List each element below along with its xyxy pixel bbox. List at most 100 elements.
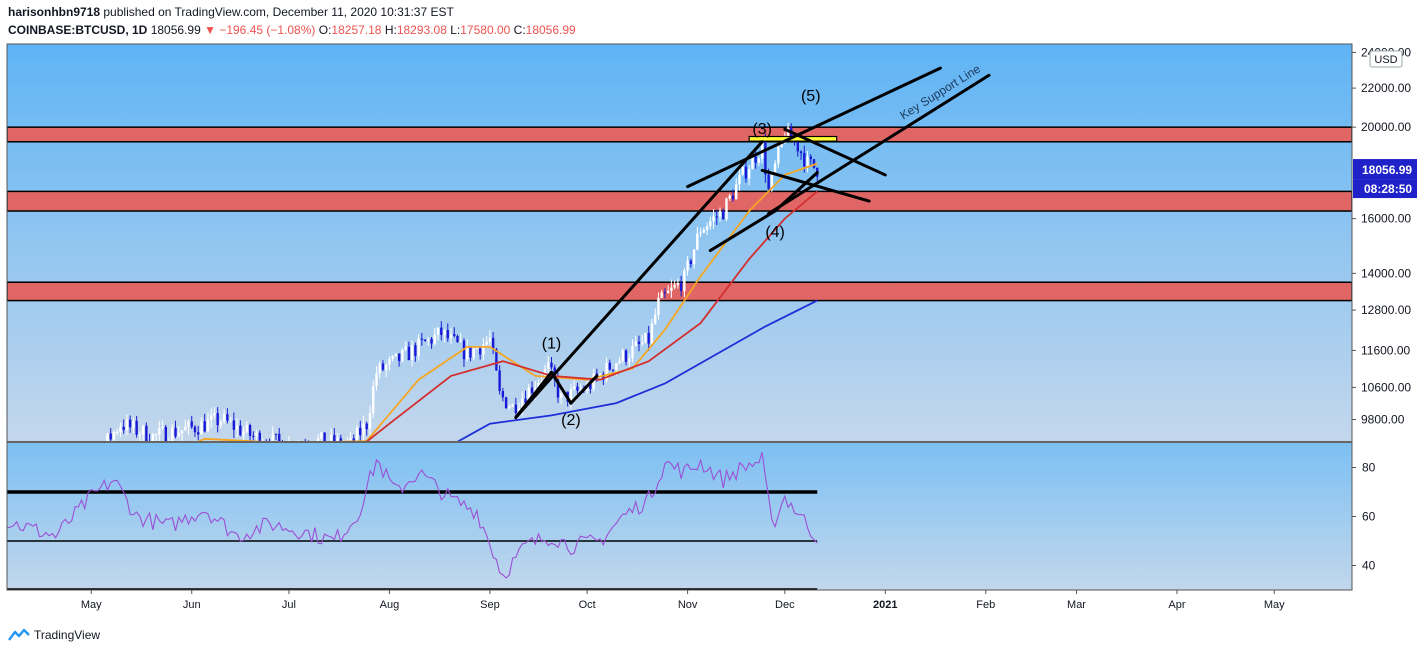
- candle-body: [125, 419, 129, 430]
- moving-average-3[interactable]: [435, 299, 818, 455]
- trend-line-4[interactable]: [708, 209, 777, 253]
- candle-body: [391, 356, 394, 359]
- rsi-tick-label: 80: [1362, 461, 1376, 475]
- trend-line-2[interactable]: [514, 140, 764, 419]
- candle-body: [456, 335, 459, 343]
- candle-body: [650, 323, 654, 344]
- resistance-zone-1[interactable]: [7, 126, 1352, 143]
- candle-body: [760, 141, 764, 159]
- currency-button[interactable]: [1369, 50, 1403, 68]
- candle-body: [689, 260, 693, 265]
- candle-body: [177, 433, 180, 437]
- trend-line-9[interactable]: [549, 370, 573, 405]
- candle-body: [141, 425, 145, 435]
- resistance-zone-3[interactable]: [7, 281, 1352, 302]
- trend-line-8[interactable]: [514, 370, 553, 419]
- candle-body: [362, 423, 365, 436]
- candle-body: [401, 349, 404, 361]
- candle-body: [329, 435, 333, 441]
- candle-body: [501, 391, 505, 398]
- wave-label-1: (1): [542, 335, 562, 352]
- symbol-name[interactable]: COINBASE:BTCUSD, 1D: [8, 23, 148, 37]
- time-tick-label: 2021: [873, 599, 897, 611]
- trend-line-10[interactable]: [569, 374, 599, 405]
- candle-body: [537, 383, 540, 389]
- candle-body: [239, 425, 242, 436]
- candle-body: [449, 334, 453, 339]
- candle-body: [624, 350, 628, 362]
- candle-body: [683, 270, 686, 292]
- moving-average-2[interactable]: [351, 190, 818, 454]
- candle-body: [514, 404, 518, 414]
- candle-body: [235, 425, 239, 430]
- candle-body: [440, 327, 443, 335]
- rsi-line[interactable]: [7, 452, 818, 579]
- time-tick-label: Jul: [282, 599, 296, 611]
- candle-body: [151, 434, 155, 441]
- time-tick-label: Dec: [775, 599, 795, 611]
- countdown-label: 08:28:50: [1364, 182, 1412, 196]
- candle-body: [767, 174, 770, 190]
- rsi-pane-background: [7, 443, 1352, 590]
- candle-body: [352, 438, 355, 441]
- last-price-label: 18056.99: [1362, 163, 1412, 177]
- open-value: 18257.18: [331, 23, 382, 37]
- candle-body: [731, 195, 735, 200]
- candle-body: [359, 427, 362, 436]
- rsi-tick-label: 40: [1362, 559, 1376, 573]
- price-tick-label: 22000.00: [1361, 81, 1411, 95]
- candle-body: [219, 421, 223, 426]
- footer-brand[interactable]: TradingView: [34, 628, 101, 642]
- candle-body: [320, 432, 323, 439]
- candle-body: [466, 347, 469, 360]
- moving-average-1[interactable]: [159, 162, 818, 459]
- trend-line-7[interactable]: [783, 127, 887, 177]
- candle-body: [605, 362, 608, 380]
- candle-body: [187, 421, 190, 427]
- candle-body: [115, 431, 119, 433]
- trend-line-5[interactable]: [773, 171, 819, 213]
- candle-body: [433, 334, 437, 344]
- candle-body: [686, 260, 689, 271]
- candle-body: [255, 432, 258, 437]
- candle-body: [741, 166, 744, 175]
- price-tick-label: 20000.00: [1361, 120, 1411, 134]
- candle-body: [631, 345, 634, 359]
- candle-body: [718, 210, 722, 217]
- price-tick-label: 9800.00: [1361, 413, 1405, 427]
- change-value: −196.45 (−1.08%): [219, 23, 316, 37]
- candle-body: [576, 386, 579, 391]
- candle-body: [699, 232, 702, 234]
- candle-body: [180, 430, 184, 434]
- trend-line-1[interactable]: [686, 66, 942, 189]
- candle-body: [803, 152, 806, 167]
- candle-body: [660, 292, 663, 299]
- candle-body: [504, 397, 508, 409]
- time-tick-label: Jun: [183, 599, 201, 611]
- last-price-badge: [1353, 159, 1417, 180]
- candle-body: [692, 249, 696, 265]
- candle-body: [725, 198, 728, 220]
- candle-body: [232, 420, 236, 430]
- published-text: published on TradingView.com, December 1…: [103, 5, 454, 19]
- price-tick-label: 14000.00: [1361, 266, 1411, 280]
- trend-line-3[interactable]: [767, 73, 991, 216]
- author-name[interactable]: harisonhbn9718: [8, 5, 101, 19]
- candle-body: [355, 427, 359, 441]
- resistance-zone-2[interactable]: [7, 190, 1352, 212]
- candle-body: [495, 349, 498, 371]
- candle-body: [430, 338, 433, 344]
- candle-body: [521, 398, 524, 409]
- candle-body: [735, 184, 738, 200]
- candle-body: [715, 216, 718, 218]
- candle-body: [349, 438, 352, 441]
- trend-line-6[interactable]: [760, 168, 871, 203]
- candle-body: [747, 169, 751, 179]
- time-tick-label: May: [1264, 599, 1285, 611]
- candle-body: [472, 348, 475, 358]
- candle-body: [190, 421, 193, 427]
- candle-body: [184, 426, 187, 431]
- candle-body: [709, 221, 712, 227]
- candle-body: [384, 365, 388, 370]
